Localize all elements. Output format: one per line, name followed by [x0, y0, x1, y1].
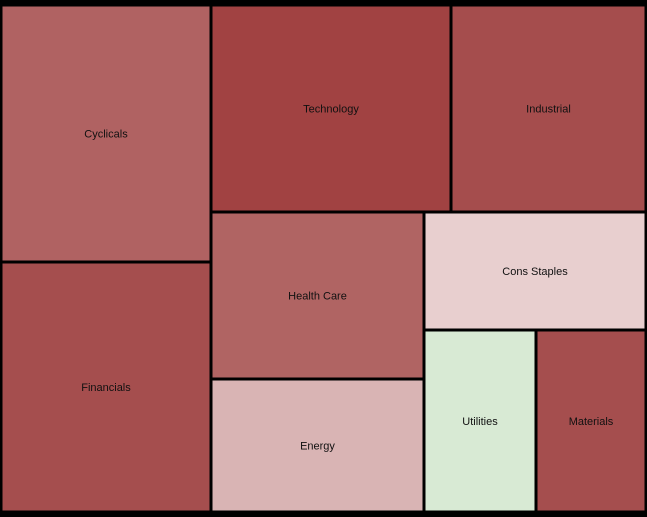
- treemap-cell-cyclicals: Cyclicals: [0, 4, 212, 263]
- treemap-rect-energy: [210, 378, 425, 513]
- treemap-label-technology: Technology: [303, 104, 359, 116]
- treemap-label-health-care: Health Care: [288, 291, 347, 303]
- treemap-rect-utilities: [423, 329, 537, 513]
- treemap-label-cyclicals: Cyclicals: [84, 129, 128, 141]
- treemap-cell-technology: Technology: [210, 4, 452, 213]
- treemap-cell-health-care: Health Care: [210, 211, 425, 380]
- treemap-rect-health-care: [210, 211, 425, 380]
- treemap-label-utilities: Utilities: [462, 416, 498, 428]
- treemap-rect-financials: [0, 261, 212, 513]
- treemap-rect-industrial: [450, 4, 647, 213]
- treemap-rect-cyclicals: [0, 4, 212, 263]
- treemap-label-financials: Financials: [81, 382, 131, 394]
- treemap-rect-materials: [535, 329, 647, 513]
- treemap-cell-financials: Financials: [0, 261, 212, 513]
- treemap-label-industrial: Industrial: [526, 104, 571, 116]
- treemap-cell-utilities: Utilities: [423, 329, 537, 513]
- treemap-cell-materials: Materials: [535, 329, 647, 513]
- treemap-label-materials: Materials: [569, 416, 614, 428]
- treemap-rect-technology: [210, 4, 452, 213]
- treemap-label-cons-staples: Cons Staples: [502, 266, 568, 278]
- treemap-cell-industrial: Industrial: [450, 4, 647, 213]
- treemap-cell-cons-staples: Cons Staples: [423, 211, 647, 331]
- treemap-label-energy: Energy: [300, 441, 335, 453]
- treemap-cell-energy: Energy: [210, 378, 425, 513]
